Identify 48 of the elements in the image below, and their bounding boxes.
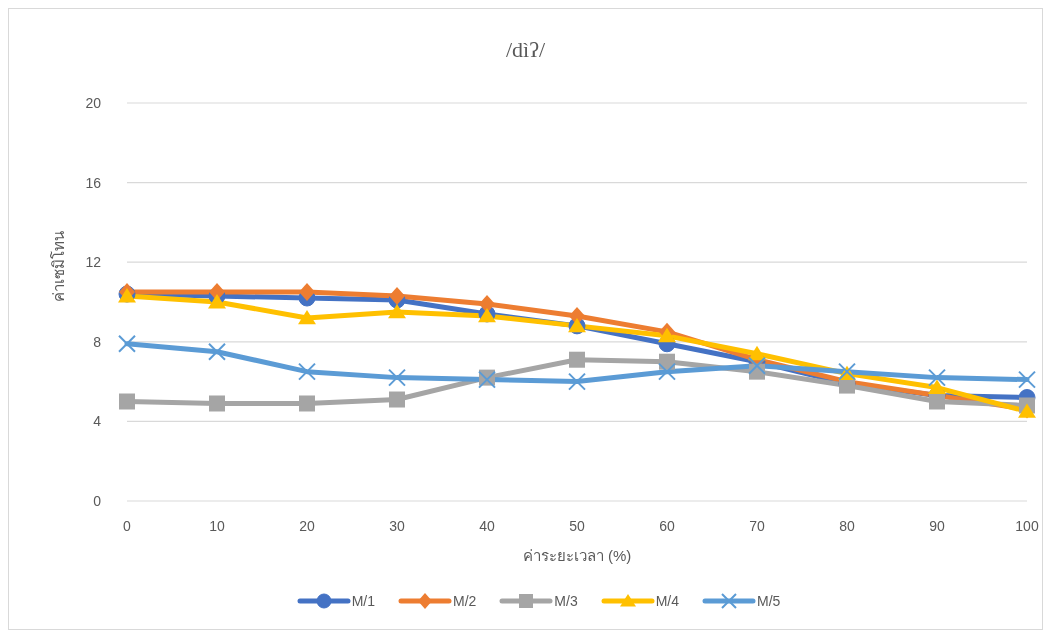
point bbox=[568, 372, 586, 391]
x-tick-label: 60 bbox=[659, 517, 675, 534]
y-axis-title: ค่าเซมิโทน bbox=[50, 231, 68, 302]
legend-label: M/1 bbox=[351, 593, 375, 609]
legend-label: M/5 bbox=[757, 593, 781, 609]
x-tick-label: 20 bbox=[299, 517, 315, 534]
x-tick-label: 30 bbox=[389, 517, 405, 534]
point bbox=[208, 294, 226, 309]
point bbox=[928, 379, 946, 394]
x-tick-label: 90 bbox=[929, 517, 945, 534]
chart-title: /dìʔ/ bbox=[504, 37, 547, 63]
point bbox=[389, 287, 405, 306]
point bbox=[658, 327, 676, 343]
point bbox=[119, 393, 135, 410]
point bbox=[748, 356, 766, 375]
x-tick-label: 10 bbox=[209, 517, 225, 534]
point bbox=[208, 342, 226, 361]
point bbox=[658, 362, 676, 381]
x-axis-title: ค่าระยะเวลา (%) bbox=[522, 547, 632, 564]
point bbox=[299, 395, 315, 412]
point bbox=[479, 294, 495, 313]
y-tick-label: 12 bbox=[85, 254, 102, 271]
x-tick-label: 40 bbox=[479, 517, 495, 534]
y-tick-label: 4 bbox=[93, 413, 102, 430]
legend-label: M/2 bbox=[452, 593, 477, 609]
y-tick-label: 8 bbox=[93, 333, 102, 350]
point bbox=[569, 351, 585, 368]
point bbox=[388, 303, 406, 319]
point bbox=[389, 391, 405, 408]
point bbox=[298, 309, 316, 325]
point bbox=[929, 393, 945, 410]
legend-label: M/3 bbox=[554, 593, 578, 609]
point bbox=[118, 334, 136, 353]
point bbox=[299, 283, 315, 302]
point bbox=[1018, 370, 1036, 389]
y-tick-label: 0 bbox=[93, 492, 102, 509]
x-tick-label: 100 bbox=[1015, 517, 1039, 534]
x-tick-label: 0 bbox=[123, 517, 132, 534]
y-tick-label: 16 bbox=[85, 174, 102, 191]
x-tick-label: 50 bbox=[569, 517, 585, 534]
x-tick-label: 80 bbox=[839, 517, 855, 534]
legend-label: M/4 bbox=[655, 593, 680, 609]
x-tick-label: 70 bbox=[749, 517, 765, 534]
point bbox=[388, 368, 406, 387]
point bbox=[928, 368, 946, 387]
y-tick-label: 20 bbox=[85, 94, 102, 111]
point bbox=[209, 395, 225, 412]
point bbox=[298, 362, 316, 381]
